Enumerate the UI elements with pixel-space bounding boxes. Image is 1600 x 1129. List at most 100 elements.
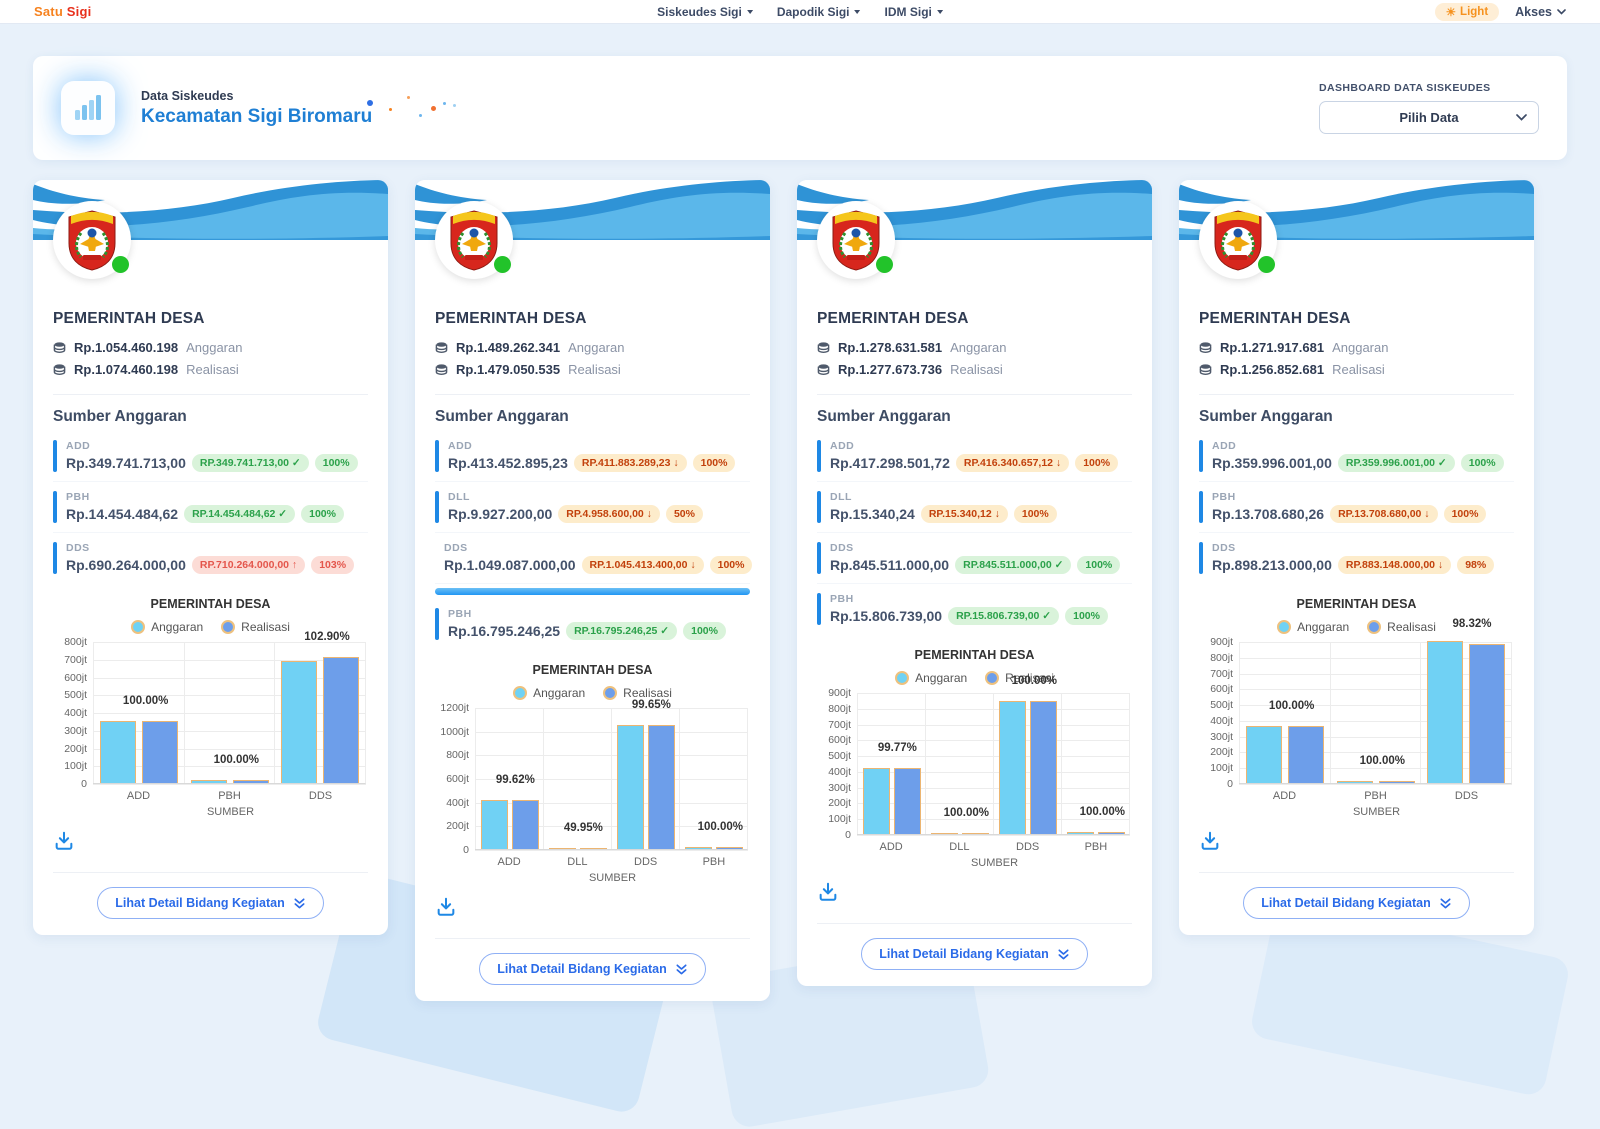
bar-value-label: 100.00% xyxy=(213,754,260,767)
realisasi-badge: RP.416.340.657,12 ↓ xyxy=(955,454,1070,472)
bar-anggaran-add xyxy=(480,800,508,849)
legend-swatch-anggaran xyxy=(895,671,910,685)
legend-label: Anggaran xyxy=(151,620,204,634)
nav-dapodik-sigi[interactable]: Dapodik Sigi xyxy=(777,5,861,19)
bar-group-add: 99.77% xyxy=(857,693,925,834)
pilih-data-select[interactable]: Pilih Data xyxy=(1319,101,1539,134)
sumber-code: DLL xyxy=(448,491,470,503)
sumber-item-pbh: PBH Rp.13.708.680,26 RP.13.708.680,00 ↓ … xyxy=(1199,486,1514,533)
anggaran-total-row: Rp.1.271.917.681 Anggaran xyxy=(1199,340,1514,355)
legend-label: Realisasi xyxy=(623,686,672,700)
sumber-anggaran-title: Sumber Anggaran xyxy=(53,408,187,425)
bar-group-pbh: 100.00% xyxy=(1329,642,1421,783)
card-title: PEMERINTAH DESA xyxy=(435,310,587,327)
green-status-dot xyxy=(876,256,893,273)
chart-title: PEMERINTAH DESA xyxy=(914,648,1035,662)
accent-bar xyxy=(53,440,57,472)
y-tick-label: 800jt xyxy=(1210,651,1233,664)
lihat-detail-button[interactable]: Lihat Detail Bidang Kegiatan xyxy=(97,887,324,919)
percent-badge: 100% xyxy=(1065,607,1108,625)
gridline xyxy=(1239,642,1512,643)
sumber-item-pbh: PBH Rp.15.806.739,00 RP.15.806.739,00 ✓ … xyxy=(817,588,1132,634)
hero-panel: Data Siskeudes Kecamatan Sigi Biromaru D… xyxy=(33,56,1567,160)
sumber-code: PBH xyxy=(66,491,90,503)
percent-badge: 100% xyxy=(1013,505,1057,523)
x-axis: ADD DLL DDS PBH xyxy=(435,856,750,868)
download-chart-button[interactable] xyxy=(817,881,839,906)
coins-icon xyxy=(817,363,830,375)
accent-bar xyxy=(1199,542,1203,574)
realisasi-total: Rp.1.277.673.736 xyxy=(838,362,943,377)
double-chevron-down-icon xyxy=(1440,897,1451,909)
sumber-anggaran-value: Rp.16.795.246,25 xyxy=(448,623,561,639)
percent-badge: 100% xyxy=(692,454,736,472)
chevron-down-icon xyxy=(936,9,943,14)
download-icon xyxy=(819,882,837,901)
lihat-detail-button[interactable]: Lihat Detail Bidang Kegiatan xyxy=(479,953,706,985)
bar-group-add: 100.00% xyxy=(1239,642,1330,783)
sumber-anggaran-title: Sumber Anggaran xyxy=(435,408,569,425)
sumber-code: ADD xyxy=(66,440,91,452)
bar-realisasi-pbh xyxy=(1378,780,1415,783)
percent-badge: 50% xyxy=(665,505,703,523)
lihat-detail-button[interactable]: Lihat Detail Bidang Kegiatan xyxy=(1243,887,1470,919)
hero-subtitle: Data Siskeudes xyxy=(141,88,234,103)
y-tick-label: 300jt xyxy=(1210,730,1233,743)
bar-realisasi-dds xyxy=(647,725,675,849)
divider xyxy=(817,923,1132,924)
sumber-item-add: ADD Rp.359.996.001,00 RP.359.996.001,00 … xyxy=(1199,435,1514,482)
download-chart-button[interactable] xyxy=(435,896,457,921)
gridline xyxy=(1239,736,1512,738)
sumber-item-dds: DDS Rp.1.049.087.000,00 RP.1.045.413.400… xyxy=(435,537,753,584)
bar-anggaran-dll xyxy=(930,832,958,834)
x-axis: ADD PBH DDS xyxy=(53,790,368,802)
legend-label: Realisasi xyxy=(1387,620,1436,634)
brand-satu: Satu xyxy=(34,4,63,19)
anggaran-label: Anggaran xyxy=(568,340,625,355)
lihat-detail-button[interactable]: Lihat Detail Bidang Kegiatan xyxy=(861,938,1088,970)
percent-badge: 100% xyxy=(1077,556,1121,574)
bar-value-label: 99.65% xyxy=(631,699,671,712)
realisasi-badge: RP.349.741.713,00 ✓ xyxy=(191,454,309,472)
bar-realisasi-add xyxy=(893,768,921,834)
desa-cards-row: PEMERINTAH DESA Rp.1.054.460.198 Anggara… xyxy=(33,180,1567,1001)
download-chart-button[interactable] xyxy=(53,830,75,855)
bar-realisasi-dll xyxy=(579,847,607,849)
y-tick-label: 400jt xyxy=(64,707,87,719)
x-tick-label: PBH xyxy=(702,856,726,868)
y-tick-label: 900jt xyxy=(828,687,851,699)
coins-icon xyxy=(1199,341,1212,353)
legend-swatch-anggaran xyxy=(513,686,528,700)
chart: PEMERINTAH DESA Anggaran Realisasi 1200jt… xyxy=(435,663,750,884)
akses-menu[interactable]: Akses xyxy=(1515,5,1566,19)
sumber-anggaran-value: Rp.349.741.713,00 xyxy=(66,455,186,471)
realisasi-badge: RP.16.795.246,25 ✓ xyxy=(566,622,678,640)
percent-badge: 103% xyxy=(311,556,355,574)
theme-toggle[interactable]: ☀ Light xyxy=(1434,2,1500,21)
y-tick-label: 300jt xyxy=(828,781,851,794)
nav-siskeudes-sigi[interactable]: Siskeudes Sigi xyxy=(657,5,753,19)
bar-anggaran-pbh xyxy=(1336,780,1373,783)
realisasi-badge: RP.1.045.413.400,00 ↓ xyxy=(581,556,704,574)
y-tick-label: 400jt xyxy=(828,765,851,778)
divider xyxy=(1199,394,1514,395)
legend-swatch-realisasi xyxy=(221,620,236,634)
realisasi-total-row: Rp.1.277.673.736 Realisasi xyxy=(817,362,1132,377)
double-chevron-down-icon xyxy=(676,963,687,975)
sumber-anggaran-value: Rp.898.213.000,00 xyxy=(1212,557,1332,573)
nav-idm-sigi[interactable]: IDM Sigi xyxy=(885,5,943,19)
x-axis-title: SUMBER xyxy=(970,857,1019,869)
x-tick-label: PBH xyxy=(218,790,241,802)
anggaran-total: Rp.1.054.460.198 xyxy=(74,340,179,355)
x-tick-label: DDS xyxy=(308,790,333,802)
horizontal-scrollbar[interactable] xyxy=(435,588,750,595)
download-chart-button[interactable] xyxy=(1199,830,1221,855)
y-tick-label: 600jt xyxy=(64,671,87,684)
divider xyxy=(53,872,368,873)
x-tick-label: DDS xyxy=(1016,841,1040,853)
bar-chart-icon xyxy=(61,81,115,135)
x-axis-title: SUMBER xyxy=(588,872,637,884)
bar-anggaran-add xyxy=(99,720,136,783)
gridline xyxy=(1239,768,1512,770)
app-logo[interactable]: Satu Sigi xyxy=(34,4,91,19)
